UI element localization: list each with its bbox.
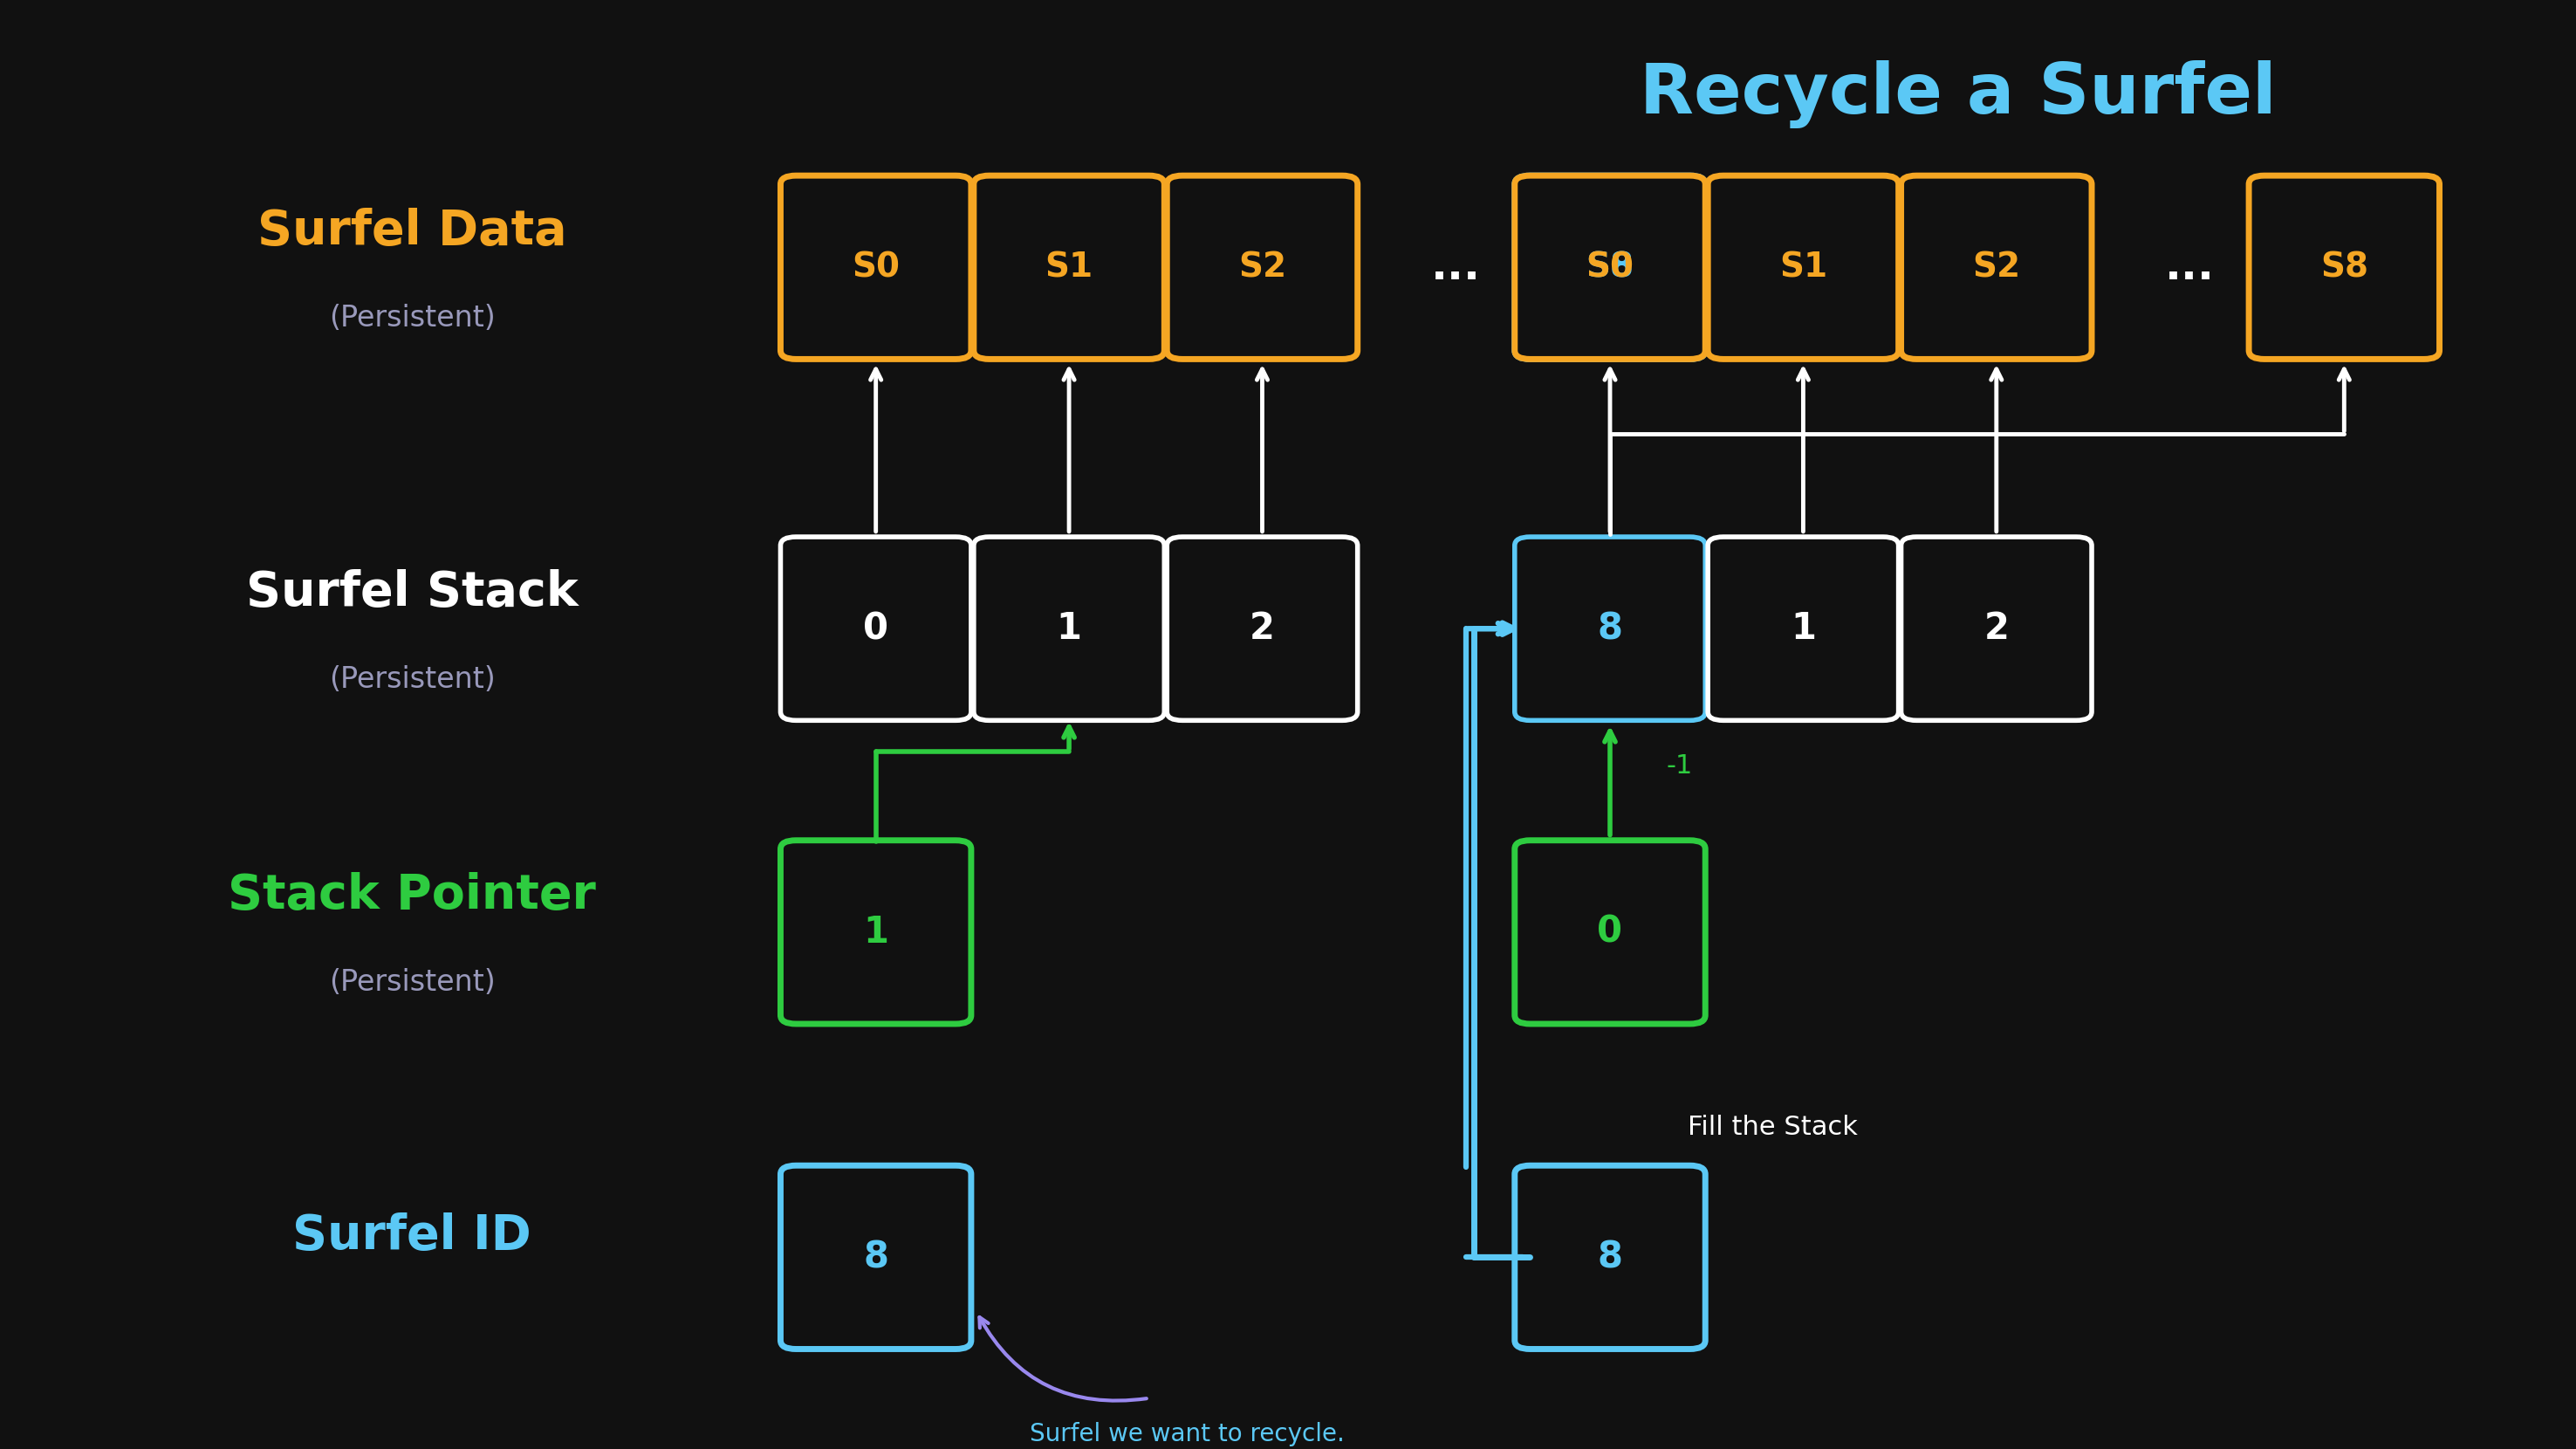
Text: Surfel Data: Surfel Data <box>258 207 567 255</box>
Text: 1: 1 <box>1790 610 1816 646</box>
Text: 2: 2 <box>1249 610 1275 646</box>
FancyBboxPatch shape <box>1515 175 1705 359</box>
Text: S8: S8 <box>1587 251 1633 284</box>
FancyBboxPatch shape <box>1901 175 2092 359</box>
Text: 0: 0 <box>1597 914 1623 951</box>
FancyBboxPatch shape <box>781 840 971 1024</box>
Text: 2: 2 <box>1984 610 2009 646</box>
Text: S2: S2 <box>1973 251 2020 284</box>
FancyBboxPatch shape <box>1708 538 1899 720</box>
Text: S8: S8 <box>2321 251 2367 284</box>
FancyBboxPatch shape <box>1515 538 1705 720</box>
Text: Stack Pointer: Stack Pointer <box>229 872 595 920</box>
FancyBboxPatch shape <box>1515 840 1705 1024</box>
Text: Recycle a Surfel: Recycle a Surfel <box>1638 59 2277 128</box>
Text: Surfel we want to recycle.: Surfel we want to recycle. <box>1030 1421 1345 1446</box>
FancyBboxPatch shape <box>1515 1165 1705 1349</box>
FancyBboxPatch shape <box>781 1165 971 1349</box>
FancyBboxPatch shape <box>1901 538 2092 720</box>
FancyBboxPatch shape <box>2249 175 2439 359</box>
Text: Surfel ID: Surfel ID <box>294 1211 531 1259</box>
Text: Fill the Stack: Fill the Stack <box>1687 1114 1857 1140</box>
FancyBboxPatch shape <box>1708 175 1899 359</box>
FancyBboxPatch shape <box>781 175 971 359</box>
FancyBboxPatch shape <box>1167 538 1358 720</box>
Text: S2: S2 <box>1239 251 1285 284</box>
Text: 1: 1 <box>1056 610 1082 646</box>
Text: (Persistent): (Persistent) <box>330 665 495 694</box>
Text: ...: ... <box>2164 246 2215 288</box>
FancyBboxPatch shape <box>974 538 1164 720</box>
Text: 8: 8 <box>863 1239 889 1275</box>
FancyBboxPatch shape <box>1515 175 1705 359</box>
Text: S0: S0 <box>853 251 899 284</box>
Text: (Persistent): (Persistent) <box>330 968 495 997</box>
Text: 8: 8 <box>1597 610 1623 646</box>
Text: S0: S0 <box>1587 251 1633 284</box>
Text: ...: ... <box>1430 246 1481 288</box>
Text: S1: S1 <box>1046 251 1092 284</box>
FancyBboxPatch shape <box>1167 175 1358 359</box>
FancyBboxPatch shape <box>781 538 971 720</box>
Text: -1: -1 <box>1667 753 1692 778</box>
FancyBboxPatch shape <box>974 175 1164 359</box>
Text: 8: 8 <box>1597 1239 1623 1275</box>
Text: 0: 0 <box>863 610 889 646</box>
Text: Surfel Stack: Surfel Stack <box>247 569 577 616</box>
Text: 1: 1 <box>863 914 889 951</box>
Text: (Persistent): (Persistent) <box>330 303 495 332</box>
Text: S1: S1 <box>1780 251 1826 284</box>
